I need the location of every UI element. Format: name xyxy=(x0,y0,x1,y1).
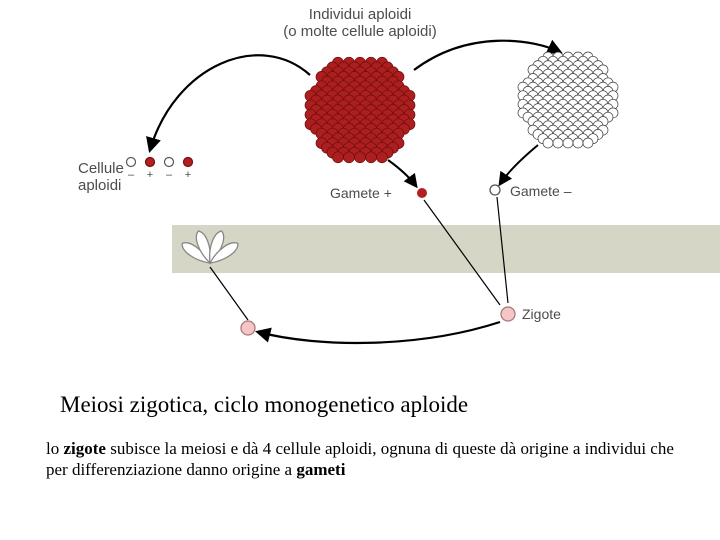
svg-text:+: + xyxy=(185,169,191,181)
cluster-open xyxy=(518,52,618,148)
diagram-body: lo zigote subisce la meiosi e dà 4 cellu… xyxy=(46,438,676,481)
arrow-red-to-gamete-plus xyxy=(388,160,416,186)
top-label-line2: (o molte cellule aploidi) xyxy=(250,23,470,40)
svg-text:–: – xyxy=(166,169,173,181)
svg-text:–: – xyxy=(128,169,135,181)
gamete-plus-dot xyxy=(417,188,427,198)
diagram-title: Meiosi zigotica, ciclo monogenetico aplo… xyxy=(60,392,468,418)
body-bold-zigote: zigote xyxy=(63,439,105,458)
top-label: Individui aploidi (o molte cellule aploi… xyxy=(250,6,470,40)
gamete-minus-line xyxy=(497,197,508,303)
body-pre: lo xyxy=(46,439,63,458)
left-label-line2: aploidi xyxy=(78,177,124,194)
body-mid: subisce la meiosi e dà 4 cellule aploidi… xyxy=(46,439,674,479)
cluster-red xyxy=(305,57,415,163)
meiosis-icon xyxy=(179,229,248,320)
haploid-cell-row: –+–+ xyxy=(127,158,193,182)
arrow-bottom-return xyxy=(258,322,500,343)
left-label-line1: Cellule xyxy=(78,160,124,177)
meiosis-diagram: –+–+ Individui aploidi (o molte cellule … xyxy=(0,0,720,540)
top-label-line1: Individui aploidi xyxy=(250,6,470,23)
zigote-left-dot xyxy=(241,321,255,335)
body-bold-gameti: gameti xyxy=(296,460,345,479)
zigote-right-dot xyxy=(501,307,515,321)
arrow-open-to-gamete-minus xyxy=(500,145,538,184)
gamete-plus-line xyxy=(424,200,500,305)
gamete-minus-label: Gamete – xyxy=(510,183,571,199)
left-label: Cellule aploidi xyxy=(78,160,124,194)
arrow-top-left xyxy=(150,55,310,150)
gamete-plus-label: Gamete + xyxy=(330,185,392,201)
zigote-label: Zigote xyxy=(522,306,561,322)
gamete-minus-dot xyxy=(490,185,500,195)
svg-text:+: + xyxy=(147,169,153,181)
